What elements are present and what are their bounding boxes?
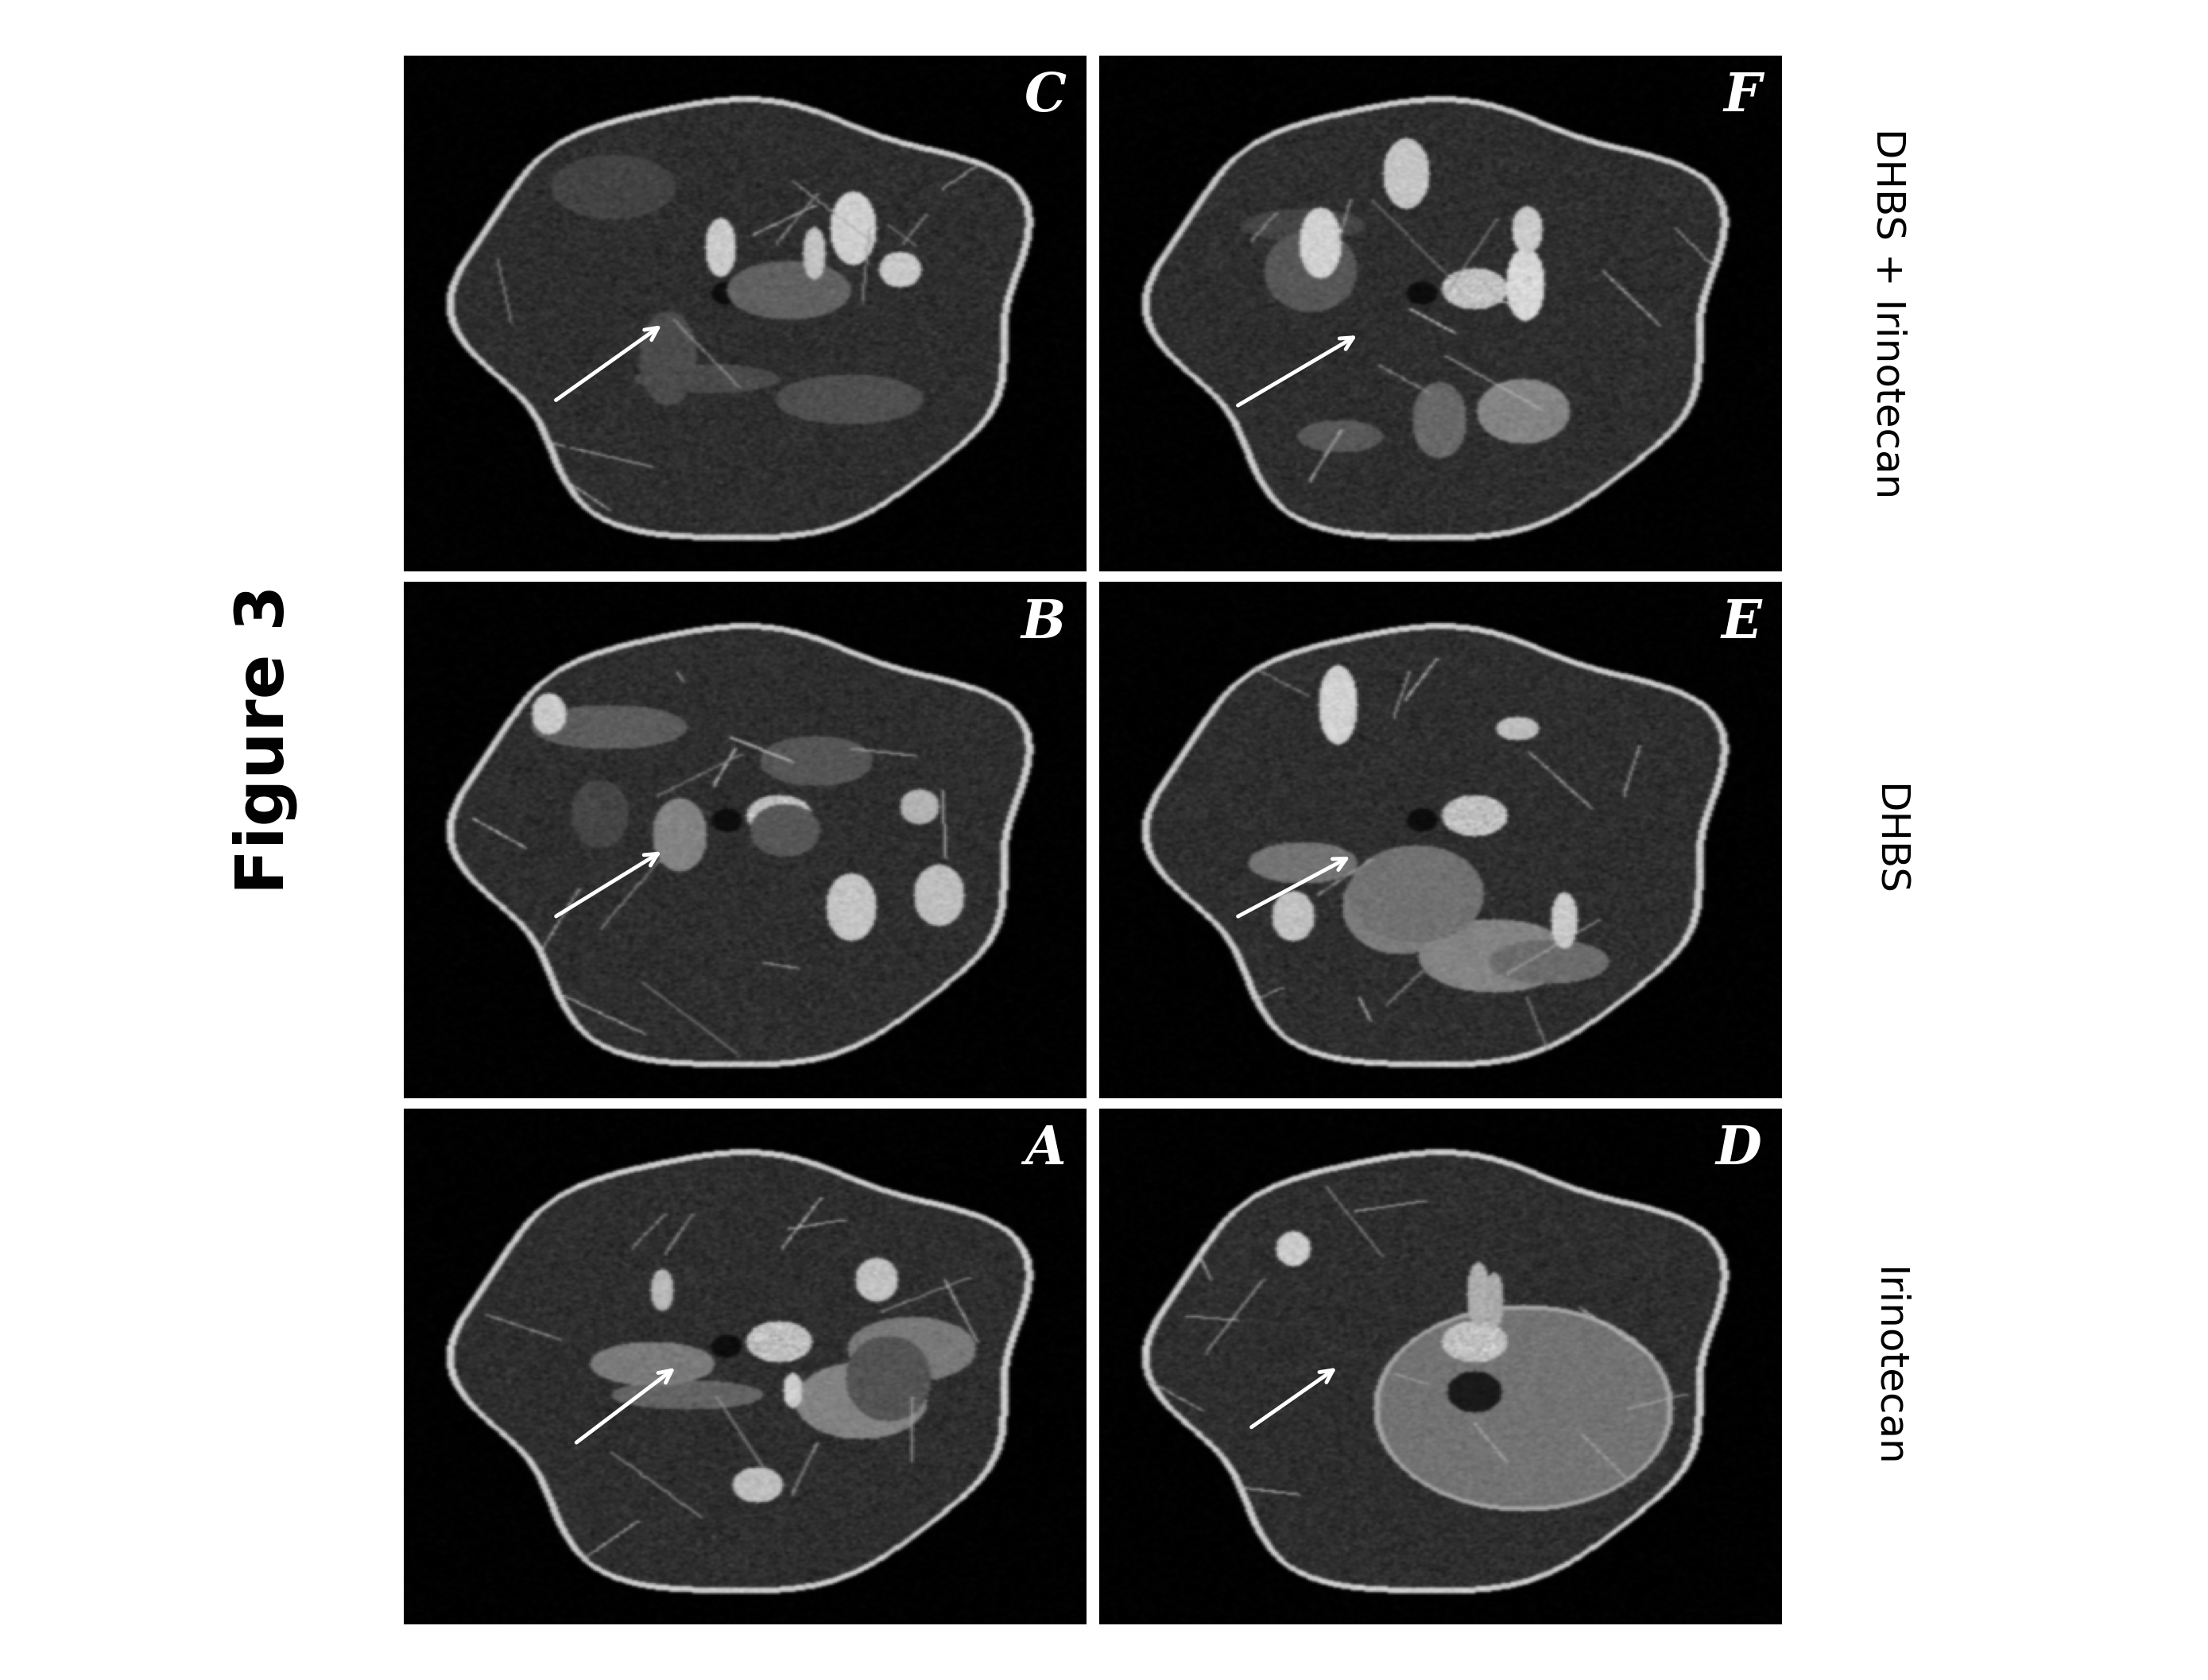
Text: Irinotecan: Irinotecan [1868, 1267, 1908, 1467]
Text: DHBS: DHBS [1868, 785, 1908, 895]
Text: F: F [1724, 71, 1762, 123]
Text: D: D [1716, 1124, 1762, 1176]
Text: DHBS + Irinotecan: DHBS + Irinotecan [1868, 128, 1908, 499]
Text: C: C [1025, 71, 1066, 123]
Text: Figure 3: Figure 3 [232, 585, 298, 894]
Text: A: A [1025, 1124, 1066, 1176]
Text: B: B [1020, 598, 1066, 648]
Text: E: E [1720, 598, 1762, 648]
